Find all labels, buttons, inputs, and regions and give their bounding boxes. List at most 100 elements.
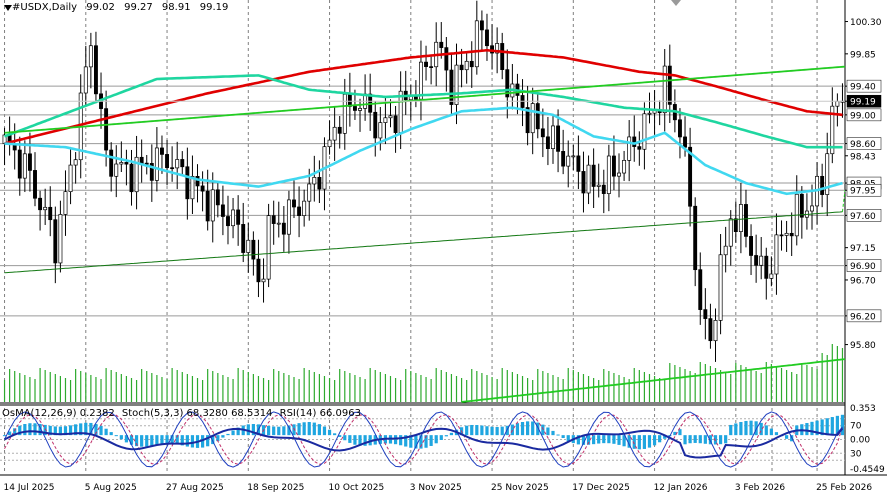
osma-bar [510,424,514,436]
candle-body [723,245,728,256]
candle-body [424,61,428,67]
high-value: 99.27 [124,2,153,13]
osma-bar [642,435,647,449]
lower-trendline [461,358,846,403]
low-value: 98.91 [161,2,191,13]
osma-bar [124,435,129,443]
volume-bar [151,373,153,402]
osma-bar [129,435,134,445]
candle-body [662,65,667,114]
candle-body [160,147,164,155]
candle-body [789,232,794,237]
candle-body [139,156,144,164]
candle-body [667,65,672,105]
price-axis-label: 96.90 [850,262,876,272]
volume-bar [527,378,529,402]
volume-bar [501,368,503,402]
osma-bar [74,424,78,436]
volume-bar [775,366,778,402]
osma-bar [200,435,205,448]
candle-body [474,20,479,68]
candle-body [307,183,312,202]
candle-body [124,162,129,165]
candle-body [733,218,738,233]
osma-bar [353,435,357,445]
volume-bar [95,377,97,402]
osma-bar [576,435,580,445]
osma-bar [338,435,342,437]
volume-bar [379,372,381,402]
volume-bar [400,380,402,402]
candle-body [683,136,687,148]
price-axis-label: 97.60 [850,212,876,222]
osma-bar [419,435,423,449]
volume-bar [3,380,6,402]
osma-bar [109,432,113,436]
candle-body [261,278,266,283]
candle-body [454,64,459,105]
volume-bar [648,374,651,402]
ema144-line [4,74,843,149]
osma-bar [155,435,159,445]
candle-body [312,176,317,185]
volume-bar [9,369,11,402]
volume-bar [547,373,549,402]
collapse-triangle-icon[interactable] [4,5,12,11]
osma-bar [592,435,596,445]
candle-body [266,215,271,280]
osma-bar [602,435,606,444]
osma-bar [820,419,824,436]
volume-bar [171,368,173,402]
middle-trendline-projection [841,190,846,212]
volume-bar [232,379,234,402]
volume-bar [785,370,788,402]
candle-body [292,199,296,208]
volume-bar [135,380,138,402]
volume-bar [826,355,828,402]
volume-bar [791,372,793,402]
osma-bar [363,435,367,446]
osma-bar [246,424,250,436]
candle-body [53,219,58,264]
osma-bar [28,423,32,436]
osma-bar [825,418,829,436]
candle-body [728,218,733,247]
candle-body [281,222,286,235]
volume-bar [689,371,691,402]
volume-bar [633,368,635,402]
time-tick-label: 14 Jul 2025 [4,483,55,493]
osma-bar [38,423,42,436]
osma-bar [231,430,235,436]
candle-body [393,115,398,133]
volume-bar [460,378,463,402]
candle-body [825,153,830,195]
osma-bar [333,433,337,436]
volume-bar [466,380,468,402]
candle-body [104,108,109,151]
osma-bar [216,435,220,442]
volume-bar [207,369,209,402]
osma-bar [2,435,7,437]
osma-bar [490,426,494,436]
volume-bar [415,373,417,402]
volume-bar [659,378,661,402]
candle-body [332,126,337,141]
volume-bar [455,376,458,402]
candle-body [195,176,200,187]
volume-bar [745,367,747,402]
candle-body [718,254,723,321]
volume-bar [262,378,265,402]
volume-bar [765,362,767,402]
volume-bar [684,369,686,402]
osma-bar [673,431,677,436]
volume-bar [537,369,539,402]
volume-bar [339,369,341,402]
volume-bar [364,379,366,402]
rsi-line [4,427,844,459]
volume-bar [369,368,371,402]
candle-body [119,162,124,165]
shift-marker-icon[interactable] [671,0,681,6]
osma-bar [134,435,139,447]
